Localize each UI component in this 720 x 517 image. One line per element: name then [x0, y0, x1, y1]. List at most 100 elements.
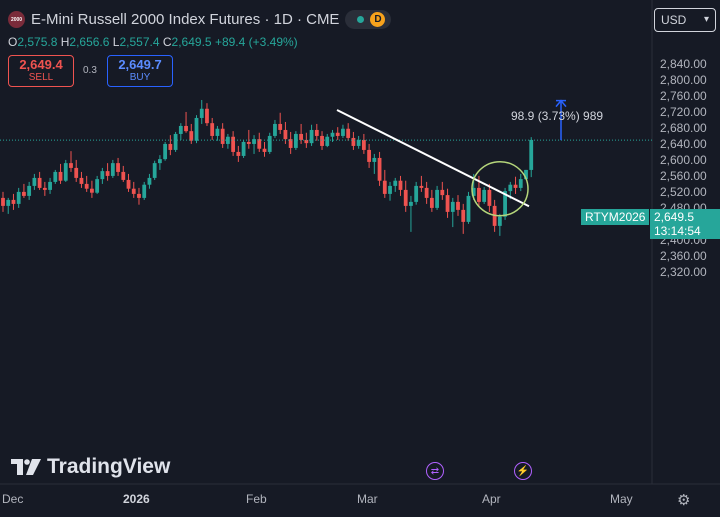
candle-body [497, 216, 502, 226]
candle-body [126, 179, 131, 189]
candle [435, 185, 439, 210]
candle [184, 111, 188, 133]
candle [199, 99, 204, 124]
candle-body [278, 123, 283, 130]
tradingview-watermark: TradingView [11, 455, 170, 479]
candle-body [22, 191, 26, 196]
candle [518, 173, 523, 192]
candle-body [110, 163, 115, 176]
candle [393, 177, 398, 192]
candle-body [69, 163, 73, 168]
candle-body [346, 128, 351, 138]
candle-body [388, 185, 392, 194]
currency-label: USD [661, 13, 687, 27]
candle [341, 124, 345, 138]
candle [262, 141, 267, 157]
candle-body [487, 189, 492, 206]
candle-body [194, 117, 199, 141]
sell-button[interactable]: 2,649.4 SELL [8, 55, 74, 87]
candle-body [215, 128, 220, 136]
candle-body [414, 185, 419, 202]
candle-body [456, 201, 460, 210]
lightning-icon[interactable]: ⚡ [514, 462, 532, 480]
candle [22, 183, 26, 198]
candle [461, 203, 466, 234]
buy-button[interactable]: 2,649.7 BUY [107, 55, 173, 87]
candle [273, 119, 277, 138]
candle-body [450, 201, 455, 212]
candle [388, 181, 392, 201]
candle-body [382, 180, 387, 194]
candle-body [37, 177, 42, 188]
candle [440, 181, 445, 200]
candle-body [524, 169, 528, 180]
candle-body [398, 180, 403, 190]
currency-select[interactable]: USD ▾ [654, 8, 716, 32]
candle [382, 169, 387, 198]
candle-body [189, 131, 194, 141]
buy-label: BUY [129, 72, 151, 83]
candle [236, 145, 241, 162]
candle-body [335, 132, 340, 136]
candle-body [184, 125, 188, 132]
candle [403, 180, 408, 212]
clock-arrows-icon[interactable]: ⇄ [426, 462, 444, 480]
candle-body [367, 149, 371, 162]
y-tick-label: 2,720.00 [660, 104, 707, 119]
candle-body [121, 171, 126, 180]
candle [131, 181, 136, 198]
candle-body [351, 137, 356, 146]
candle [299, 123, 304, 144]
candle [278, 112, 283, 134]
x-tick-label: Feb [246, 492, 267, 506]
candle-body [84, 183, 89, 189]
candle [351, 131, 356, 150]
status-pill[interactable]: D [345, 10, 392, 29]
candle-body [53, 171, 58, 182]
candle [63, 159, 68, 182]
gear-icon[interactable]: ⚙ [677, 492, 691, 509]
candle-body [393, 180, 398, 186]
candle [367, 143, 371, 168]
candle [6, 197, 11, 214]
candle [42, 181, 47, 196]
candle-body [205, 108, 209, 124]
candle-body [158, 159, 162, 164]
candle-body [508, 184, 513, 192]
candle-body [48, 181, 52, 190]
candle [529, 137, 534, 178]
candle-body [435, 189, 439, 208]
candle [335, 127, 340, 140]
last-price-tag: 2,649.5 13:14:54 [650, 209, 720, 239]
candle [116, 157, 120, 176]
candle-body [477, 187, 481, 202]
candle [330, 129, 335, 142]
candle [90, 180, 94, 198]
candle [429, 189, 434, 212]
candle-body [27, 185, 32, 196]
candle [48, 177, 52, 194]
symbol-logo: 2000 [8, 11, 25, 28]
ohlc-readout: O2,575.8 H2,656.6 L2,557.4 C2,649.5 +89.… [8, 35, 298, 49]
candle [126, 173, 131, 192]
candle-body [445, 195, 450, 212]
candle [69, 151, 73, 172]
candle-body [225, 136, 230, 144]
candle-body [513, 184, 518, 188]
candle-body [252, 139, 256, 144]
x-tick-label: Dec [2, 492, 24, 506]
candle-body [288, 139, 293, 148]
candle-body [236, 151, 241, 156]
chart-title[interactable]: E-Mini Russell 2000 Index Futures · 1D ·… [31, 11, 340, 28]
candle-body [372, 157, 377, 162]
candle-body [283, 129, 288, 140]
candle [419, 175, 424, 192]
candle [58, 163, 63, 184]
candle [137, 187, 141, 205]
candle-body [220, 128, 225, 144]
candle [84, 175, 89, 192]
y-tick-label: 2,760.00 [660, 88, 707, 103]
candle-body [419, 185, 424, 188]
candle-body [314, 129, 319, 136]
